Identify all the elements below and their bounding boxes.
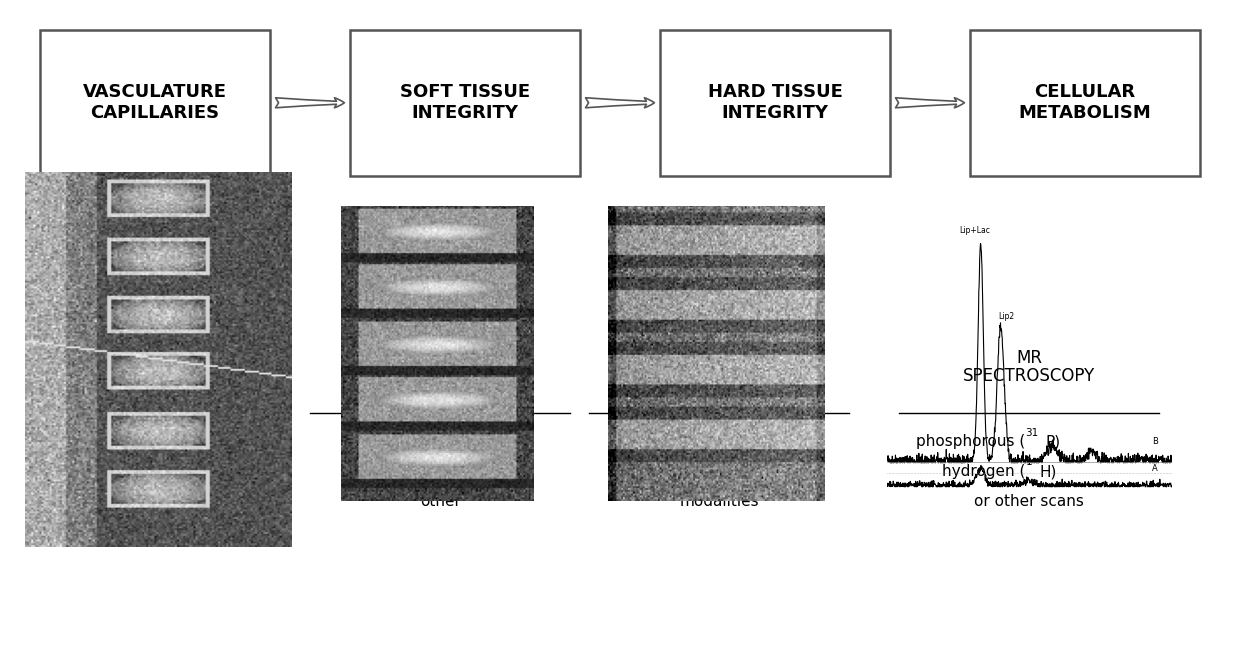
Text: H): H) [1039,464,1056,479]
Text: T1: T1 [417,434,438,452]
Text: 31: 31 [1025,428,1039,438]
Text: Or other Endplate: Or other Endplate [651,434,787,450]
Text: Lip+Lac: Lip+Lac [960,226,991,235]
FancyBboxPatch shape [970,30,1200,176]
Text: DCE-MRI: DCE-MRI [122,441,188,456]
Text: SOFT TISSUE
INTEGRITY: SOFT TISSUE INTEGRITY [401,84,529,122]
Text: DDD: DDD [420,349,460,367]
Text: Lip2: Lip2 [998,312,1014,322]
Text: Integrity scanning: Integrity scanning [650,464,789,479]
FancyBboxPatch shape [40,30,270,176]
Text: modalities: modalities [680,494,759,509]
Text: B: B [1152,437,1158,446]
Text: MR: MR [1017,349,1042,367]
Text: VASCULATURE
CAPILLARIES: VASCULATURE CAPILLARIES [83,84,227,122]
Text: hydrogen (: hydrogen ( [942,464,1025,479]
Text: or: or [467,434,490,452]
Text: PERFUSION: PERFUSION [108,367,202,385]
Text: A: A [1152,464,1158,473]
Text: phosphorous (: phosphorous ( [916,434,1025,450]
Text: 1: 1 [1025,457,1032,467]
Text: other: other [420,494,460,509]
Text: ULTRASHORT TIME: ULTRASHORT TIME [642,349,796,367]
Text: P): P) [1045,434,1060,450]
Text: SPECTROSCOPY: SPECTROSCOPY [963,367,1095,385]
Text: QUANTIFICATION: QUANTIFICATION [370,367,511,385]
FancyBboxPatch shape [350,30,579,176]
Text: ADC or: ADC or [413,464,467,479]
Text: rho: rho [438,429,455,439]
Text: HARD TISSUE
INTEGRITY: HARD TISSUE INTEGRITY [708,84,842,122]
Text: or other scans: or other scans [975,494,1084,509]
Text: CELLULAR
METABOLISM: CELLULAR METABOLISM [1018,84,1152,122]
Text: TO ECHO MRI: TO ECHO MRI [663,367,775,385]
FancyBboxPatch shape [660,30,890,176]
